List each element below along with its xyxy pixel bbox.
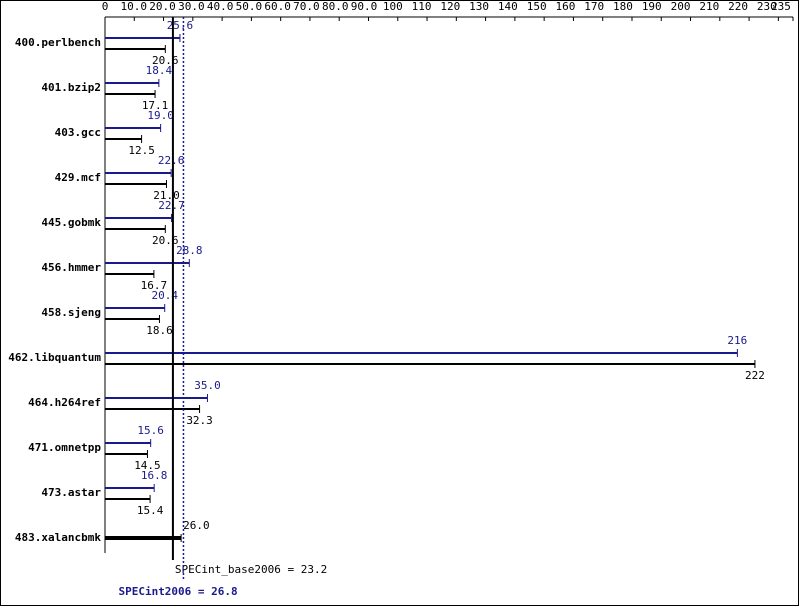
x-tick-label: 30.0 [178,0,205,13]
value-label: 32.3 [186,414,213,427]
value-label: 222 [745,369,765,382]
value-label: 16.8 [141,469,168,482]
category-label: 429.mcf [55,171,101,184]
x-tick-label: 150 [527,0,547,13]
category-label: 445.gobmk [41,216,101,229]
x-tick-label: 100 [383,0,403,13]
category-label: 483.xalancbmk [15,531,101,544]
value-label: 18.4 [146,64,173,77]
x-tick-label: 170 [584,0,604,13]
value-label: 17.1 [142,99,169,112]
x-tick-label: 220 [728,0,748,13]
x-tick-label: 80.0 [322,0,349,13]
x-tick-label: 235 [771,0,791,13]
value-label: 20.6 [152,234,179,247]
value-label: 28.8 [176,244,203,257]
value-label: 22.6 [158,154,185,167]
value-label: 15.6 [137,424,164,437]
x-tick-label: 140 [498,0,518,13]
x-tick-label: 160 [555,0,575,13]
x-tick-label: 190 [642,0,662,13]
x-tick-label: 180 [613,0,633,13]
category-label: 403.gcc [55,126,101,139]
category-label: 473.astar [41,486,101,499]
value-label: 20.4 [151,289,178,302]
x-tick-label: 200 [671,0,691,13]
category-label: 471.omnetpp [28,441,101,454]
x-tick-label: 130 [469,0,489,13]
value-label: 216 [727,334,747,347]
value-label: 19.0 [147,109,174,122]
category-label: 458.sjeng [41,306,101,319]
category-label: 456.hmmer [41,261,101,274]
value-label: 25.6 [167,19,194,32]
value-label: 18.6 [146,324,173,337]
category-label: 401.bzip2 [41,81,101,94]
value-label: 15.4 [137,504,164,517]
x-tick-label: 230 [757,0,777,13]
reference-label: SPECint2006 = 26.8 [118,585,237,598]
x-tick-label: 110 [412,0,432,13]
x-tick-label: 120 [440,0,460,13]
x-tick-label: 210 [699,0,719,13]
value-label: 12.5 [128,144,155,157]
value-label: 14.5 [134,459,161,472]
category-label: 464.h264ref [28,396,101,409]
x-tick-label: 0 [102,0,109,13]
x-tick-label: 10.0 [121,0,148,13]
x-tick-label: 90.0 [351,0,378,13]
x-tick-label: 20.0 [149,0,176,13]
x-tick-label: 50.0 [236,0,263,13]
x-tick-label: 60.0 [264,0,291,13]
value-label: 26.0 [183,519,210,532]
category-label: 462.libquantum [8,351,101,364]
value-label: 35.0 [194,379,221,392]
value-label: 22.7 [158,199,185,212]
reference-label: SPECint_base2006 = 23.2 [175,563,327,576]
value-label: 16.7 [141,279,168,292]
x-tick-label: 70.0 [293,0,320,13]
category-label: 400.perlbench [15,36,101,49]
x-tick-label: 40.0 [207,0,234,13]
